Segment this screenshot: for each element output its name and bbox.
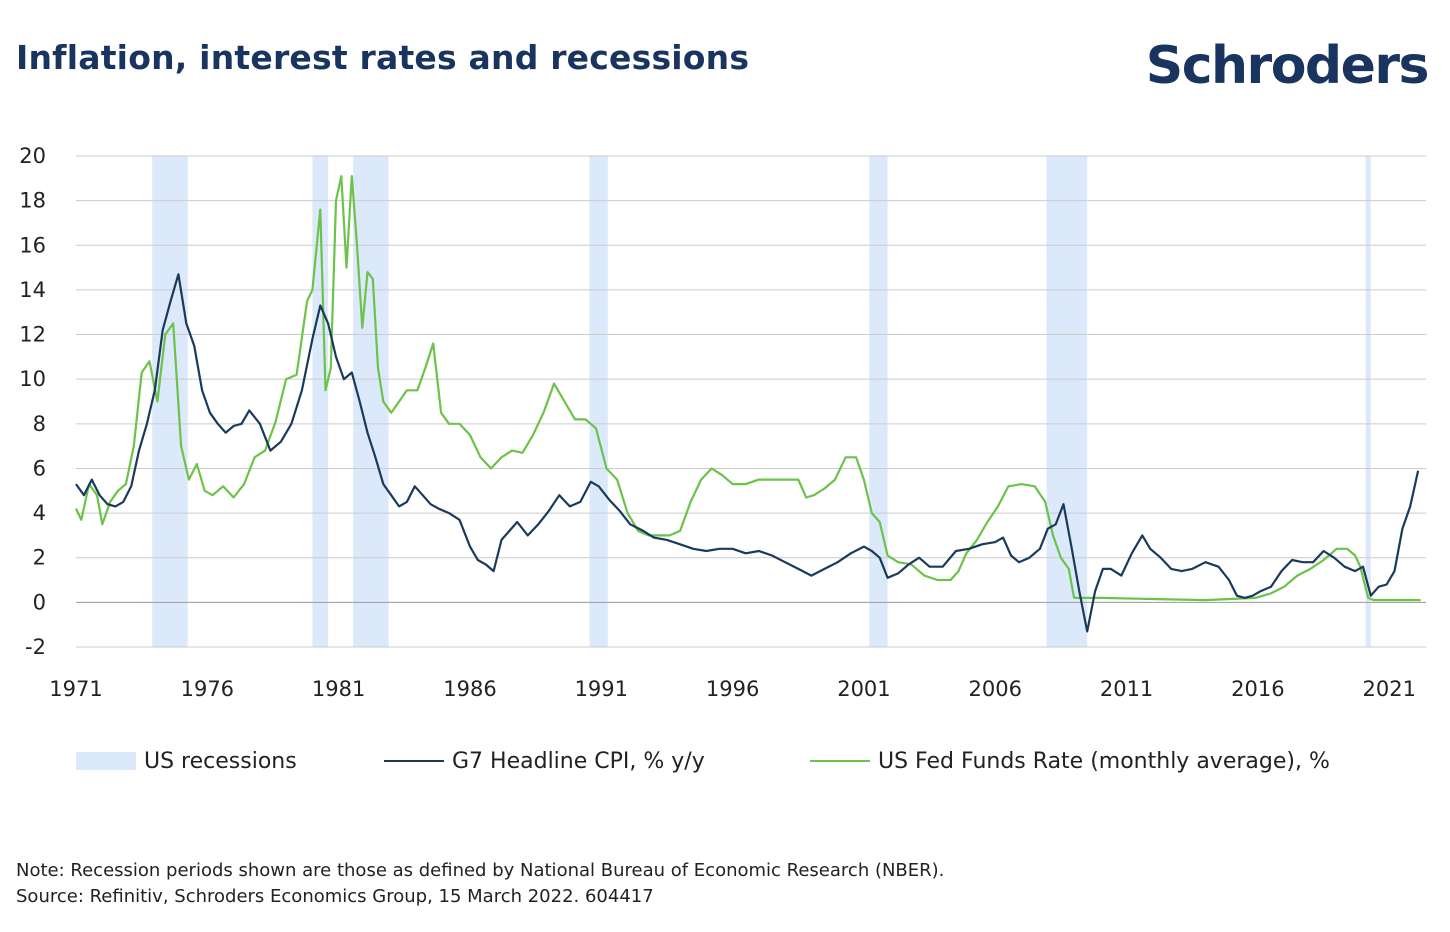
footnotes: Note: Recession periods shown are those … [16, 858, 944, 910]
legend-item-fed: US Fed Funds Rate (monthly average), % [810, 744, 1330, 778]
y-tick-label: 16 [19, 233, 46, 257]
y-tick-label: 12 [19, 323, 46, 347]
x-tick-label: 1991 [575, 677, 628, 701]
legend-label-fed: US Fed Funds Rate (monthly average), % [878, 748, 1330, 774]
y-tick-label: 0 [33, 590, 46, 614]
y-tick-label: -2 [25, 635, 46, 659]
series-lines [75, 175, 1421, 633]
legend-item-cpi: G7 Headline CPI, % y/y [384, 744, 705, 778]
y-tick-label: 4 [33, 501, 46, 525]
recession-band-6 [1365, 156, 1371, 647]
x-tick-label: 1996 [706, 677, 759, 701]
legend-swatch-recessions [76, 752, 136, 770]
x-tick-label: 2001 [837, 677, 890, 701]
x-tick-label: 1981 [312, 677, 365, 701]
y-tick-label: 8 [33, 412, 46, 436]
source-text: Source: Refinitiv, Schroders Economics G… [16, 886, 654, 907]
recession-band-5 [1046, 156, 1088, 647]
gridlines [76, 155, 1426, 648]
x-tick-label: 2006 [969, 677, 1022, 701]
x-tick-label: 2021 [1363, 677, 1416, 701]
y-tick-label: 18 [19, 189, 46, 213]
x-tick-label: 1976 [181, 677, 234, 701]
series-line-fed [75, 175, 1421, 602]
legend-label-recessions: US recessions [144, 748, 297, 774]
y-tick-label: 10 [19, 367, 46, 391]
x-tick-label: 2016 [1231, 677, 1284, 701]
legend-item-recessions: US recessions [76, 744, 297, 778]
recession-band-3 [589, 156, 608, 647]
note-text: Note: Recession periods shown are those … [16, 860, 945, 881]
x-tick-label: 1986 [443, 677, 496, 701]
series-line-cpi [75, 273, 1420, 633]
y-tick-label: 6 [33, 456, 46, 480]
x-axis-ticks: 1971 1976 1981 1986 1991 1996 2001 2006 2011 2016… [49, 677, 1416, 701]
y-tick-label: 14 [19, 278, 46, 302]
x-tick-label: 2011 [1100, 677, 1153, 701]
y-tick-label: 20 [19, 144, 46, 168]
brand-logo: Schroders [1145, 36, 1430, 96]
x-tick-label: 1971 [49, 677, 102, 701]
legend-swatch-fed [810, 760, 870, 762]
legend-swatch-cpi [384, 760, 444, 762]
chart-title: Inflation, interest rates and recessions [16, 38, 750, 77]
recession-band-1 [312, 156, 329, 647]
y-tick-label: 2 [33, 546, 46, 570]
recession-band-4 [869, 156, 888, 647]
legend-label-cpi: G7 Headline CPI, % y/y [452, 748, 705, 774]
